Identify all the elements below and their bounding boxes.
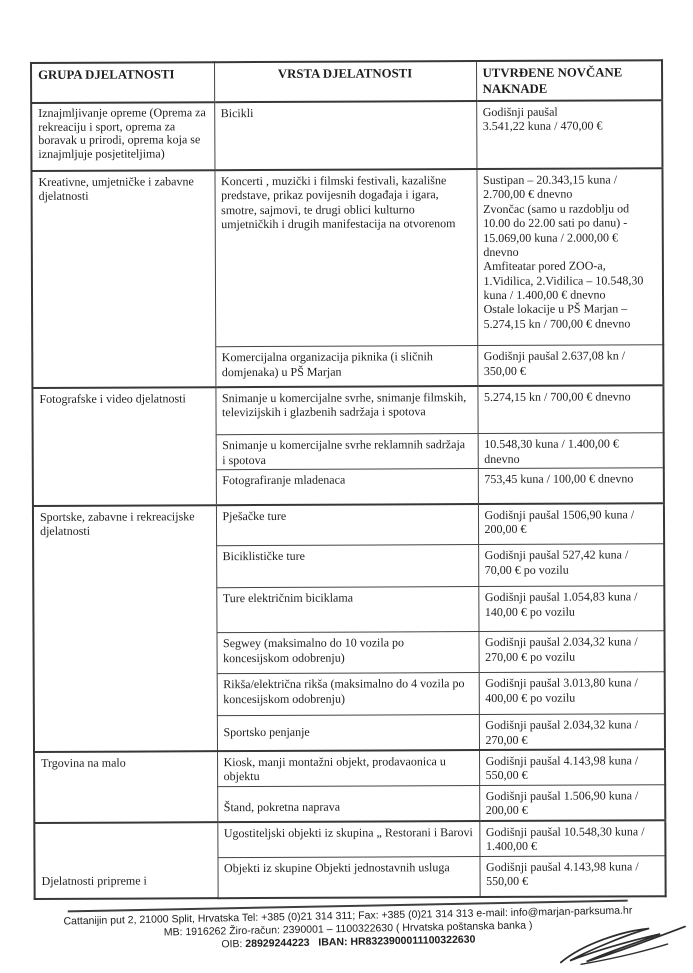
- fee-cell: 5.274,15 kn / 700,00 € dnevno: [477, 385, 664, 435]
- group-cell-sportske: Sportske, zabavne i rekreacijske djelatn…: [32, 504, 218, 753]
- signature-scribble: [559, 925, 686, 966]
- fee-cell: Godišnji paušal 1.506,90 kuna / 200,00 €: [479, 784, 666, 821]
- activity-cell: Pješačke ture: [215, 503, 479, 546]
- table-row: Kreativne, umjetničke i zabavne djelatno…: [31, 168, 664, 388]
- activity-cell: Ugostiteljski objekti iz skupina „ Resto…: [217, 820, 480, 858]
- col-header-group: GRUPA DJELATNOSTI: [31, 62, 215, 103]
- activity-cell: Snimanje u komercijalne svrhe reklamnih …: [215, 434, 478, 470]
- group-cell-djelatnosti-pripreme: Djelatnosti pripreme i: [34, 821, 218, 899]
- fee-cell: Godišnji paušal 527,42 kuna / 70,00 € po…: [478, 543, 665, 587]
- activity-cell: Sportsko penjanje: [216, 714, 480, 752]
- fee-cell: Godišnji paušal 10.548,30 kuna / 1.400,0…: [479, 819, 666, 857]
- table-row: Iznajmljivanje opreme (Oprema za rekreac…: [31, 100, 663, 171]
- activity-cell: Segwey (maksimalno do 10 vozila po konce…: [216, 631, 479, 674]
- activity-cell: Fotografiranje mladenaca: [215, 468, 478, 505]
- group-cell-fotografske: Fotografske i video djelatnosti: [32, 387, 216, 506]
- fee-cell: Godišnji paušal 2.034,32 kuna / 270,00 €: [478, 713, 666, 751]
- activity-cell: Kiosk, manji montažni objekt, prodavaoni…: [217, 750, 480, 787]
- oib-value: 28929244223: [245, 936, 310, 950]
- fee-cell: 753,45 kuna / 100,00 € dnevno: [477, 467, 664, 504]
- col-header-fee: UTVRĐENE NOVČANE NAKNADE: [476, 60, 663, 102]
- fee-cell: Godišnji paušal 3.541,22 kuna / 470,00 €: [476, 100, 663, 170]
- table-row: Fotografske i video djelatnosti Snimanje…: [32, 385, 664, 506]
- fee-cell: Sustipan – 20.343,15 kuna / 2.700,00 € d…: [476, 168, 664, 347]
- activity-cell: Rikša/električna rikša (maksimalno do 4 …: [216, 672, 479, 716]
- activity-cell: Bicikli: [214, 101, 477, 171]
- table-row: Sportske, zabavne i rekreacijske djelatn…: [32, 502, 665, 753]
- fee-cell: Godišnji paušal 2.034,32 kuna / 270,00 €…: [478, 630, 665, 673]
- fee-cell: Godišnji paušal 1506,90 kuna / 200,00 €: [477, 502, 665, 545]
- activity-cell: Biciklističke ture: [216, 544, 479, 588]
- iban-label: IBAN:: [318, 936, 348, 949]
- table-header-row: GRUPA DJELATNOSTI VRSTA DJELATNOSTI UTVR…: [31, 60, 663, 103]
- activity-cell: Komercijalna organizacija piknika (i sli…: [215, 346, 478, 388]
- activity-cell: Ture električnim biciklama: [216, 586, 479, 633]
- fees-table: GRUPA DJELATNOSTI VRSTA DJELATNOSTI UTVR…: [30, 59, 667, 900]
- fee-cell: Godišnji paušal 4.143,98 kuna / 550,00 €: [479, 749, 666, 786]
- fee-cell: 10.548,30 kuna / 1.400,00 € dnevno: [477, 433, 664, 469]
- table-row: Trgovina na malo Kiosk, manji montažni o…: [34, 749, 666, 823]
- group-cell-kreativne: Kreativne, umjetničke i zabavne djelatno…: [31, 170, 216, 388]
- fee-cell: Godišnji paušal 1.054,83 kuna / 140,00 €…: [478, 585, 665, 632]
- group-cell-trgovina: Trgovina na malo: [34, 751, 218, 823]
- col-header-activity: VRSTA DJELATNOSTI: [214, 61, 477, 103]
- fee-cell: Godišnji paušal 2.637,08 kn / 350,00 €: [477, 345, 664, 387]
- activity-cell: Snimanje u komercijalne svrhe, snimanje …: [215, 386, 478, 436]
- activity-cell: Štand, pokretna naprava: [217, 785, 480, 822]
- group-cell-iznajmljivanje: Iznajmljivanje opreme (Oprema za rekreac…: [31, 102, 215, 171]
- oib-label: OIB:: [221, 938, 243, 951]
- iban-value: HR8323900011100322630: [350, 933, 476, 948]
- activity-cell: Koncerti , muzički i filmski festivali, …: [214, 169, 478, 348]
- table-row: Djelatnosti pripreme i Ugostiteljski obj…: [34, 819, 666, 899]
- fee-cell: Godišnji paušal 3.013,80 kuna / 400,00 €…: [478, 671, 665, 715]
